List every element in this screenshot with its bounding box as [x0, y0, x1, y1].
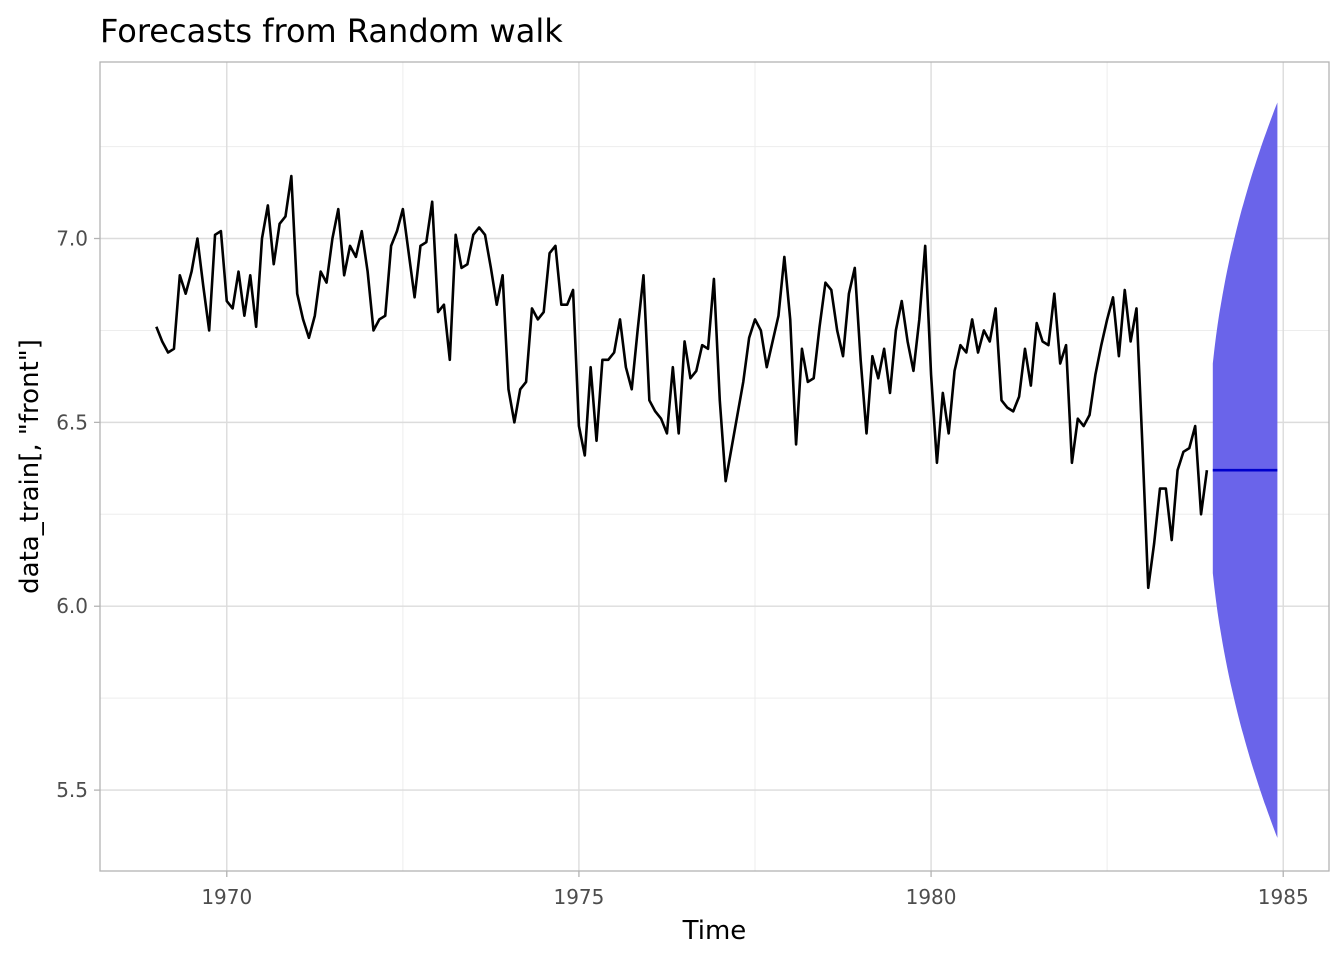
x-tick-label: 1975 [553, 885, 604, 909]
y-axis: 5.5 6.0 6.5 7.0 [56, 227, 100, 802]
x-tick-label: 1980 [906, 885, 957, 909]
y-tick-label: 5.5 [56, 778, 88, 802]
x-tick-label: 1970 [201, 885, 252, 909]
grid-lines [100, 62, 1329, 871]
y-tick-label: 6.5 [56, 410, 88, 434]
plot-panel-border [99, 61, 1330, 872]
x-tick-label: 1985 [1258, 885, 1309, 909]
chart-title: Forecasts from Random walk [100, 12, 563, 50]
y-axis-title: data_train[, "front"] [15, 339, 45, 594]
x-axis: 1970 1975 1980 1985 [201, 871, 1309, 909]
x-axis-title: Time [682, 916, 747, 946]
series-layer [155, 174, 1209, 590]
y-tick-label: 6.0 [56, 594, 88, 618]
y-tick-label: 7.0 [56, 227, 88, 251]
data-series-line [155, 174, 1209, 590]
